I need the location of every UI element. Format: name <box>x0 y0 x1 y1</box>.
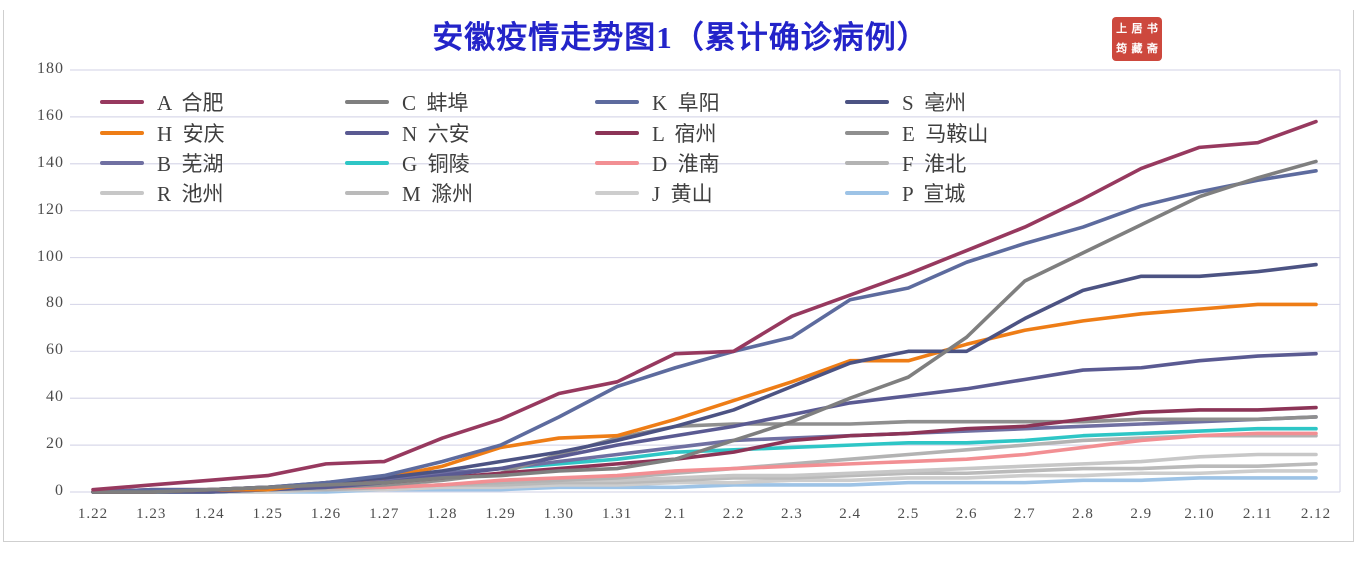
legend-item-F: F 淮北 <box>845 150 966 176</box>
legend-label-M: M 滁州 <box>402 182 474 206</box>
x-tick-label: 1.25 <box>252 506 283 522</box>
legend-swatch-J <box>595 191 639 195</box>
seal-stamp: 上居书筠藏斋 <box>1112 17 1162 61</box>
seal-character: 上 <box>1116 22 1128 35</box>
y-tick-label: 180 <box>37 60 64 77</box>
legend-item-C: C 蚌埠 <box>345 89 469 115</box>
legend-item-K: K 阜阳 <box>595 89 720 115</box>
y-tick-label: 40 <box>46 388 64 406</box>
legend-label-G: G 铜陵 <box>402 152 470 176</box>
legend-item-D: D 淮南 <box>595 150 720 176</box>
legend-item-A: A 合肥 <box>100 89 224 115</box>
legend-label-B: B 芜湖 <box>157 152 224 176</box>
seal-character: 藏 <box>1131 42 1143 55</box>
legend-item-M: M 滁州 <box>345 180 473 206</box>
seal-character: 筠 <box>1116 42 1128 55</box>
x-tick-label: 2.12 <box>1300 506 1332 522</box>
y-tick-label: 120 <box>37 200 64 218</box>
legend-label-L: L 宿州 <box>652 122 717 146</box>
legend-swatch-D <box>595 161 639 165</box>
x-tick-label: 1.22 <box>77 506 109 522</box>
legend-swatch-G <box>345 161 389 165</box>
x-tick-label: 1.26 <box>310 506 342 522</box>
x-tick-label: 2.1 <box>664 506 687 522</box>
series-line-N <box>91 351 1318 494</box>
y-tick-label: 140 <box>37 153 64 171</box>
x-tick-label: 1.30 <box>543 506 575 522</box>
legend-item-L: L 宿州 <box>595 120 717 146</box>
x-tick-label: 1.24 <box>194 506 225 522</box>
x-tick-label: 2.5 <box>897 506 920 522</box>
legend-label-H: H 安庆 <box>157 122 225 146</box>
legend-swatch-N <box>345 131 389 135</box>
legend-item-S: S 亳州 <box>845 89 966 115</box>
legend-label-P: P 宣城 <box>902 182 966 206</box>
chart-border-bottom <box>3 541 1354 542</box>
legend-label-C: C 蚌埠 <box>402 91 469 115</box>
legend-label-N: N 六安 <box>402 122 470 146</box>
x-tick-label: 1.23 <box>136 506 167 522</box>
legend-item-R: R 池州 <box>100 180 224 206</box>
legend-label-R: R 池州 <box>157 182 224 206</box>
legend-item-H: H 安庆 <box>100 120 225 146</box>
legend-item-P: P 宣城 <box>845 180 965 206</box>
x-tick-label: 2.4 <box>839 506 861 522</box>
seal-character: 居 <box>1131 22 1143 35</box>
y-tick-label: 0 <box>55 482 64 499</box>
chart-border-left <box>3 10 4 541</box>
legend-swatch-B <box>100 161 144 165</box>
legend-label-S: S 亳州 <box>902 91 967 115</box>
y-tick-label: 60 <box>46 341 64 359</box>
legend-swatch-H <box>100 131 144 135</box>
legend-label-D: D 淮南 <box>652 152 720 176</box>
series-line-S <box>91 262 1318 494</box>
y-tick-label: 160 <box>37 106 64 124</box>
series-line-A <box>91 119 1318 492</box>
legend-swatch-R <box>100 191 144 195</box>
legend-label-J: J 黄山 <box>652 182 713 206</box>
legend-swatch-F <box>845 161 889 165</box>
legend-item-J: J 黄山 <box>595 180 713 206</box>
y-tick-label: 80 <box>46 294 64 312</box>
legend-item-B: B 芜湖 <box>100 150 224 176</box>
legend-swatch-K <box>595 100 639 104</box>
x-tick-label: 2.7 <box>1013 506 1036 522</box>
legend-label-A: A 合肥 <box>157 91 224 115</box>
x-tick-label: 2.9 <box>1130 506 1153 522</box>
y-tick-label: 100 <box>37 247 64 265</box>
x-tick-label: 2.2 <box>722 506 745 522</box>
x-tick-label: 1.31 <box>602 506 633 522</box>
seal-character: 斋 <box>1146 42 1158 55</box>
x-tick-label: 1.28 <box>427 506 458 522</box>
x-tick-label: 1.29 <box>485 506 516 522</box>
x-tick-label: 2.11 <box>1242 506 1273 522</box>
series-line-C <box>91 159 1318 494</box>
x-tick-label: 2.10 <box>1184 506 1215 522</box>
x-tick-label: 2.3 <box>780 506 803 522</box>
legend-swatch-C <box>345 100 389 104</box>
x-tick-label: 2.8 <box>1072 506 1094 522</box>
legend-swatch-S <box>845 100 889 104</box>
legend-swatch-M <box>345 191 389 195</box>
legend-swatch-L <box>595 131 639 135</box>
y-tick-label: 20 <box>46 435 64 453</box>
legend-swatch-P <box>845 191 889 195</box>
legend-label-F: F 淮北 <box>902 152 967 176</box>
x-tick-label: 2.6 <box>955 506 978 522</box>
chart-title: 安徽疫情走势图1（累计确诊病例） <box>432 20 929 55</box>
legend-item-E: E 马鞍山 <box>845 120 988 146</box>
legend-item-G: G 铜陵 <box>345 150 470 176</box>
chart-border-right <box>1353 10 1354 541</box>
seal-character: 书 <box>1146 22 1158 35</box>
legend-label-K: K 阜阳 <box>652 91 720 115</box>
legend-item-N: N 六安 <box>345 120 470 146</box>
x-tick-label: 1.27 <box>369 506 400 522</box>
legend-swatch-A <box>100 100 144 104</box>
legend-label-E: E 马鞍山 <box>902 122 989 146</box>
legend-swatch-E <box>845 131 889 135</box>
